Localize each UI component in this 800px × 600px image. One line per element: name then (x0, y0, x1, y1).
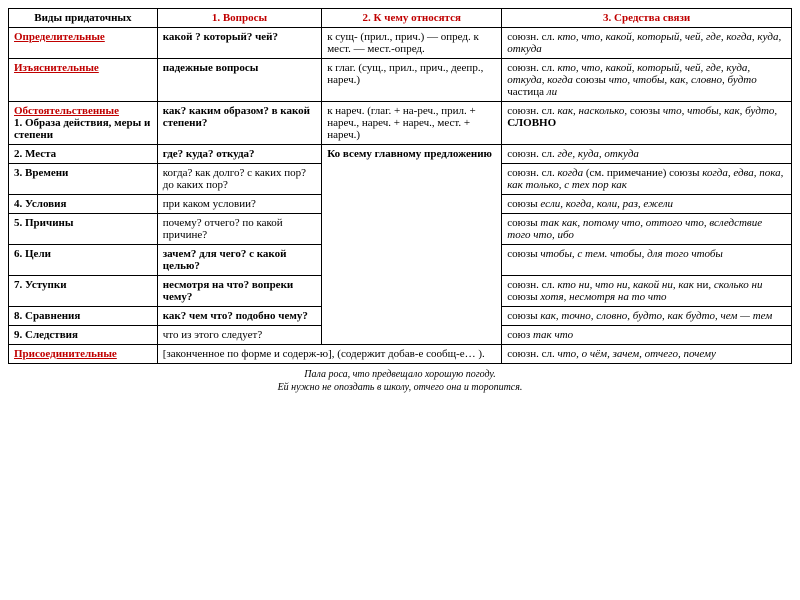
type-ustupki: 7. Уступки (9, 276, 158, 307)
questions-cell: зачем? для чего? с какой целью? (157, 245, 321, 276)
questions-cell: где? куда? откуда? (157, 145, 321, 164)
questions-cell: падежные вопросы (157, 59, 321, 102)
header-row: Виды придаточных 1. Вопросы 2. К чему от… (9, 9, 792, 28)
relates-cell: к глаг. (сущ., прил., прич., деепр., нар… (322, 59, 502, 102)
header-means: 3. Средства связи (502, 9, 792, 28)
means-cell: союзы так как, потому что, оттого что, в… (502, 214, 792, 245)
means-cell: союз так что (502, 326, 792, 345)
table-row: Присоединительные [законченное по форме … (9, 345, 792, 364)
type-prisoedinitelnye: Присоединительные (9, 345, 158, 364)
questions-cell: несмотря на что? вопреки чему? (157, 276, 321, 307)
relates-cell-merged: Ко всему главному предложению (322, 145, 502, 345)
type-sravneniya: 8. Сравнения (9, 307, 158, 326)
example-line-1: Пала роса, что предвещало хорошую погоду… (8, 368, 792, 381)
table-row: Изъяснительные падежные вопросы к глаг. … (9, 59, 792, 102)
footer-examples: Пала роса, что предвещало хорошую погоду… (8, 368, 792, 394)
questions-cell: что из этого следует? (157, 326, 321, 345)
type-usloviya: 4. Условия (9, 195, 158, 214)
type-tseli: 6. Цели (9, 245, 158, 276)
means-cell: союзн. сл. кто ни, что ни, какой ни, как… (502, 276, 792, 307)
questions-cell: какой ? который? чей? (157, 28, 321, 59)
questions-cell: [законченное по форме и содерж-ю], (соде… (157, 345, 502, 364)
means-cell: союзн. сл. кто, что, какой, который, чей… (502, 28, 792, 59)
questions-cell: почему? отчего? по какой причине? (157, 214, 321, 245)
example-line-2: Ей нужно не опоздать в школу, отчего она… (8, 381, 792, 394)
means-cell: союзы если, когда, коли, раз, ежели (502, 195, 792, 214)
header-questions: 1. Вопросы (157, 9, 321, 28)
questions-cell: при каком условии? (157, 195, 321, 214)
table-row: Определительные какой ? который? чей? к … (9, 28, 792, 59)
table-row: Обстоятельственные1. Образа действия, ме… (9, 102, 792, 145)
type-opredelitelnye: Определительные (9, 28, 158, 59)
type-mesta: 2. Места (9, 145, 158, 164)
relates-cell: к нареч. (глаг. + на-реч., прил. + нареч… (322, 102, 502, 145)
type-obstoyatelstvennye: Обстоятельственные1. Образа действия, ме… (9, 102, 158, 145)
means-cell: союзн. сл. что, о чём, зачем, отчего, по… (502, 345, 792, 364)
means-cell: союзы чтобы, с тем. чтобы, для того чтоб… (502, 245, 792, 276)
means-cell: союзн. сл. где, куда, откуда (502, 145, 792, 164)
means-cell: союзн. сл. когда (см. примечание) союзы … (502, 164, 792, 195)
type-izyasnitelnye: Изъяснительные (9, 59, 158, 102)
header-relates: 2. К чему относятся (322, 9, 502, 28)
questions-cell: когда? как долго? с каких пор? до каких … (157, 164, 321, 195)
table-row: 2. Места где? куда? откуда? Ко всему гла… (9, 145, 792, 164)
means-cell: союзн. сл. как, насколько, союзы что, чт… (502, 102, 792, 145)
type-sledstviya: 9. Следствия (9, 326, 158, 345)
questions-cell: как? каким образом? в какой степени? (157, 102, 321, 145)
header-types: Виды придаточных (9, 9, 158, 28)
grammar-table: Виды придаточных 1. Вопросы 2. К чему от… (8, 8, 792, 364)
means-cell: союзы как, точно, словно, будто, как буд… (502, 307, 792, 326)
type-prichiny: 5. Причины (9, 214, 158, 245)
relates-cell: к сущ- (прил., прич.) — опред. к мест. —… (322, 28, 502, 59)
means-cell: союзн. сл. кто, что, какой, который, чей… (502, 59, 792, 102)
type-vremeni: 3. Времени (9, 164, 158, 195)
questions-cell: как? чем что? подобно чему? (157, 307, 321, 326)
